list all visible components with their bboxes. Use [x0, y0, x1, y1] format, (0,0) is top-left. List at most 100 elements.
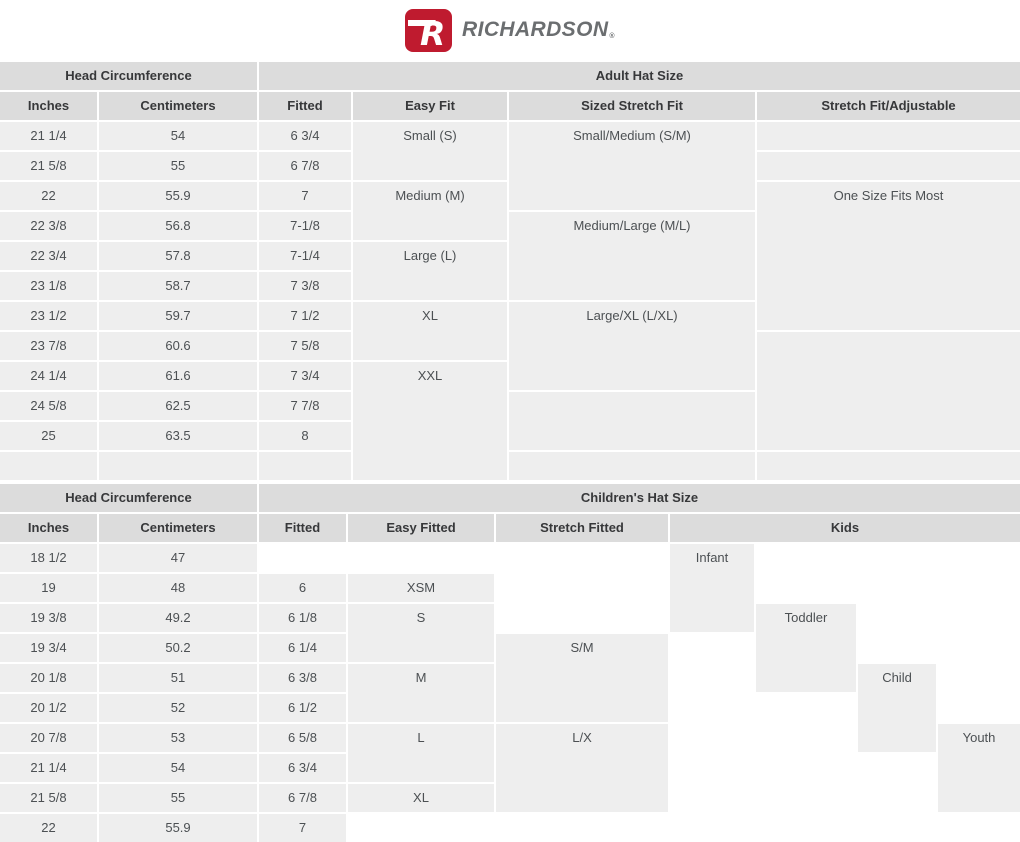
col-header-easy-fitted: Easy Fitted: [348, 514, 494, 542]
brand-header: R RICHARDSON ®: [0, 0, 1020, 60]
inches-cell: 20 1/8: [0, 664, 97, 692]
kids-toddler-cell: Toddler: [756, 604, 856, 692]
easy-fitted-cell: XL: [348, 784, 494, 812]
centimeters-cell: 59.7: [99, 302, 257, 330]
kids-youth-cell: Youth: [938, 724, 1020, 812]
col-header-centimeters: Centimeters: [99, 92, 257, 120]
stretch-fitted-cell: L/X: [496, 724, 668, 812]
empty-cell: [757, 332, 1020, 450]
col-header-stretch-fit-adjustable: Stretch Fit/Adjustable: [757, 92, 1020, 120]
empty-cell: [259, 452, 351, 480]
col-header-centimeters: Centimeters: [99, 514, 257, 542]
centimeters-cell: 55.9: [99, 182, 257, 210]
centimeters-cell: 57.8: [99, 242, 257, 270]
inches-cell: 19 3/8: [0, 604, 97, 632]
inches-cell: 20 1/2: [0, 694, 97, 722]
fitted-cell: 7 7/8: [259, 392, 351, 420]
centimeters-cell: 62.5: [99, 392, 257, 420]
inches-cell: 21 1/4: [0, 754, 97, 782]
inches-cell: 25: [0, 422, 97, 450]
stretch-adjustable-cell: One Size Fits Most: [757, 182, 1020, 330]
inches-cell: 22 3/4: [0, 242, 97, 270]
inches-cell: 23 1/2: [0, 302, 97, 330]
centimeters-cell: 47: [99, 544, 257, 572]
fitted-cell: 7 5/8: [259, 332, 351, 360]
fitted-cell: 6 1/2: [259, 694, 346, 722]
centimeters-cell: 51: [99, 664, 257, 692]
richardson-r-logo-icon: R: [405, 8, 453, 52]
sized-stretch-cell: Medium/Large (M/L): [509, 212, 755, 300]
fitted-cell: 6 7/8: [259, 152, 351, 180]
adult-size-table: Head Circumference Adult Hat Size Inches…: [0, 62, 1020, 480]
centimeters-cell: 61.6: [99, 362, 257, 390]
easy-fit-cell: XL: [353, 302, 507, 360]
children-table-title: Children's Hat Size: [259, 484, 1020, 512]
inches-cell: 21 5/8: [0, 784, 97, 812]
easy-fit-cell: Small (S): [353, 122, 507, 180]
fitted-cell: 7-1/4: [259, 242, 351, 270]
fitted-cell: 8: [259, 422, 351, 450]
inches-cell: 23 1/8: [0, 272, 97, 300]
inches-cell: 21 1/4: [0, 122, 97, 150]
fitted-cell: 6 1/4: [259, 634, 346, 662]
brand-name: RICHARDSON: [462, 18, 609, 41]
col-header-inches: Inches: [0, 514, 97, 542]
stretch-fitted-cell: S/M: [496, 634, 668, 722]
easy-fit-cell: XXL: [353, 362, 507, 480]
col-header-sized-stretch-fit: Sized Stretch Fit: [509, 92, 755, 120]
fitted-cell: 7 3/4: [259, 362, 351, 390]
col-header-stretch-fitted: Stretch Fitted: [496, 514, 668, 542]
centimeters-cell: 50.2: [99, 634, 257, 662]
centimeters-cell: 58.7: [99, 272, 257, 300]
fitted-cell: 7 1/2: [259, 302, 351, 330]
centimeters-cell: 53: [99, 724, 257, 752]
col-header-fitted: Fitted: [259, 92, 351, 120]
centimeters-cell: 55: [99, 784, 257, 812]
inches-cell: 24 1/4: [0, 362, 97, 390]
inches-cell: 19: [0, 574, 97, 602]
inches-cell: 24 5/8: [0, 392, 97, 420]
centimeters-cell: 63.5: [99, 422, 257, 450]
empty-cell: [757, 122, 1020, 150]
centimeters-cell: 49.2: [99, 604, 257, 632]
empty-cell: [757, 152, 1020, 180]
empty-cell: [757, 452, 1020, 480]
inches-cell: 19 3/4: [0, 634, 97, 662]
easy-fit-cell: Large (L): [353, 242, 507, 300]
inches-cell: 20 7/8: [0, 724, 97, 752]
centimeters-cell: 54: [99, 754, 257, 782]
inches-cell: 22 3/8: [0, 212, 97, 240]
centimeters-cell: 56.8: [99, 212, 257, 240]
children-head-circumference-header: Head Circumference: [0, 484, 257, 512]
children-size-table: Head Circumference Children's Hat Size I…: [0, 484, 1020, 842]
fitted-cell: 7-1/8: [259, 212, 351, 240]
sized-stretch-cell: Large/XL (L/XL): [509, 302, 755, 390]
centimeters-cell: 60.6: [99, 332, 257, 360]
centimeters-cell: 48: [99, 574, 257, 602]
sized-stretch-cell: Small/Medium (S/M): [509, 122, 755, 210]
kids-child-cell: Child: [858, 664, 936, 752]
kids-infant-cell: Infant: [670, 544, 754, 632]
centimeters-cell: 54: [99, 122, 257, 150]
adult-table-title: Adult Hat Size: [259, 62, 1020, 90]
fitted-cell: 6 3/4: [259, 754, 346, 782]
empty-cell: [509, 392, 755, 450]
inches-cell: 21 5/8: [0, 152, 97, 180]
fitted-cell: 7 3/8: [259, 272, 351, 300]
inches-cell: 23 7/8: [0, 332, 97, 360]
fitted-cell: 6 5/8: [259, 724, 346, 752]
centimeters-cell: 52: [99, 694, 257, 722]
brand-wordmark: RICHARDSON ®: [462, 18, 615, 42]
easy-fitted-cell: S: [348, 604, 494, 662]
easy-fitted-cell: L: [348, 724, 494, 782]
easy-fitted-cell: XSM: [348, 574, 494, 602]
fitted-cell: 6 1/8: [259, 604, 346, 632]
empty-cell: [99, 452, 257, 480]
col-header-kids: Kids: [670, 514, 1020, 542]
empty-cell: [0, 452, 97, 480]
col-header-inches: Inches: [0, 92, 97, 120]
inches-cell: 18 1/2: [0, 544, 97, 572]
centimeters-cell: 55: [99, 152, 257, 180]
centimeters-cell: 55.9: [99, 814, 257, 842]
fitted-cell: 6 3/4: [259, 122, 351, 150]
